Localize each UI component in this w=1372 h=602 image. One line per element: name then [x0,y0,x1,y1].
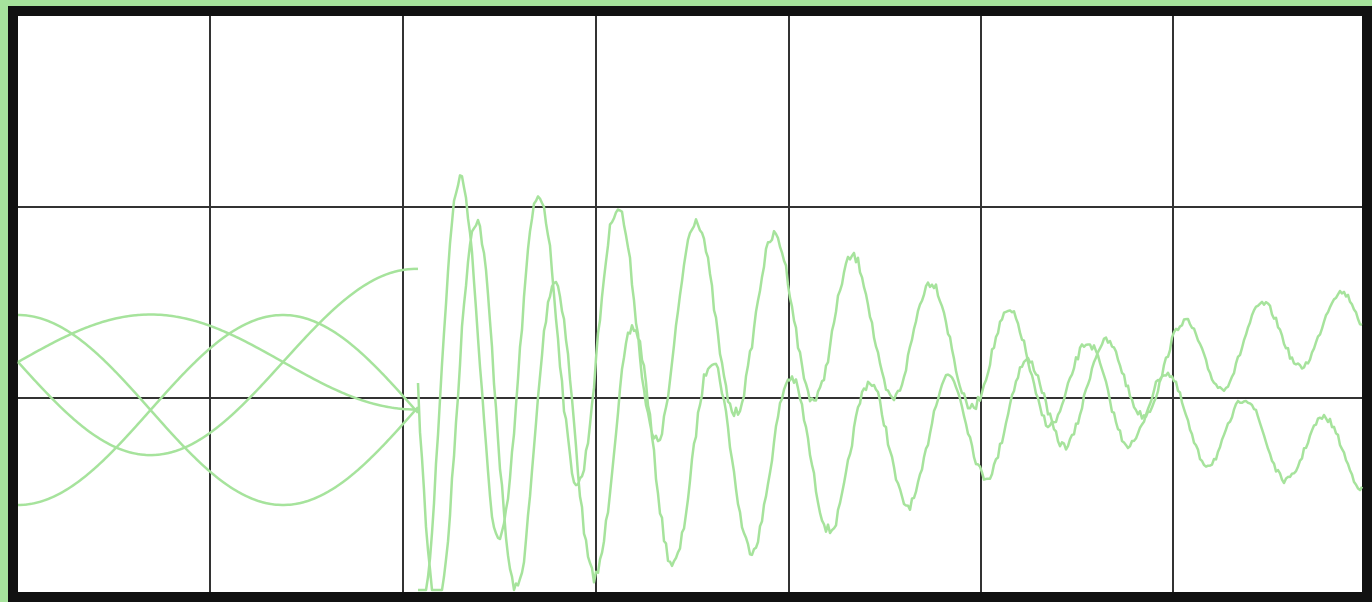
page: (() => { const data = JSON.parse(documen… [0,0,1372,602]
screen-frame [13,11,1367,597]
oscilloscope-screen [0,0,1372,602]
